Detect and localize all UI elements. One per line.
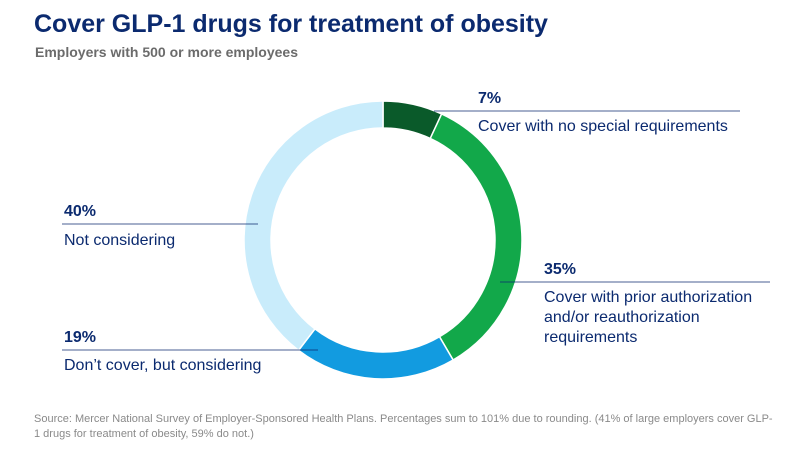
source-note: Source: Mercer National Survey of Employ… [34,413,773,440]
slice-value-label-1: 35% [544,261,577,278]
donut-slice-3 [243,100,384,352]
slice-label-1: Cover with prior authorization and/or re… [544,289,753,346]
slice-value-label-0: 7% [478,90,502,107]
slice-value-label-2: 19% [64,329,97,346]
slice-label-3: Not considering [64,232,176,249]
donut-slice-1 [429,112,523,362]
chart-title: Cover GLP-1 drugs for treatment of obesi… [34,10,548,38]
slice-value-label-3: 40% [64,203,97,220]
chart-subtitle: Employers with 500 or more employees [35,44,298,60]
slice-label-2: Don’t cover, but considering [64,357,262,374]
slice-label-0: Cover with no special requirements [478,118,728,135]
donut-slice-2 [297,327,455,380]
